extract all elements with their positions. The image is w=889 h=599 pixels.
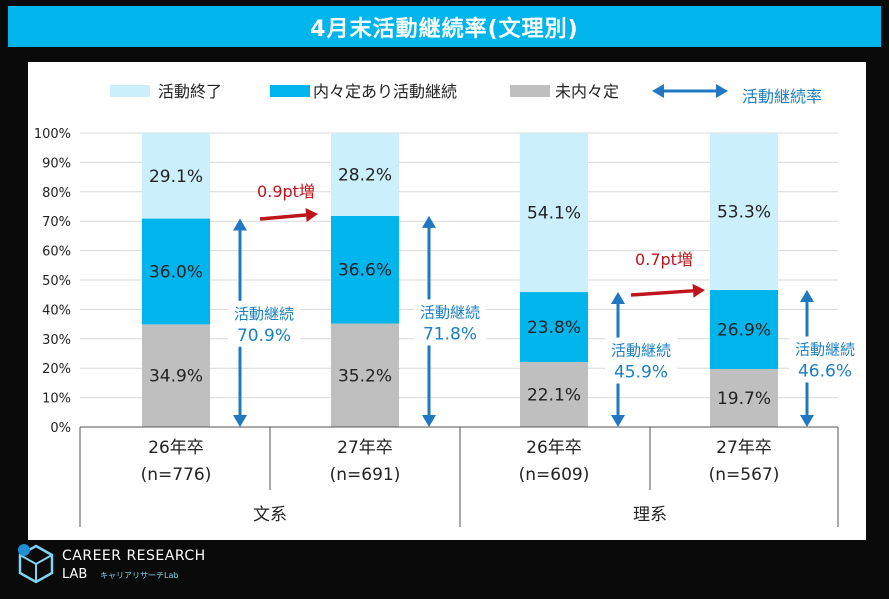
x-category-label: 27年卒 bbox=[337, 438, 393, 458]
continuation-value: 46.6% bbox=[798, 361, 852, 381]
career-research-lab-logo: CAREER RESEARCH LAB キャリアリサーチLab bbox=[14, 540, 214, 590]
continuation-label: 活動継続 bbox=[795, 340, 855, 358]
change-arrow-line bbox=[259, 213, 307, 221]
data-label: 26.9% bbox=[717, 321, 771, 341]
continuation-arrow-head-down bbox=[800, 415, 814, 427]
data-label: 28.2% bbox=[338, 165, 392, 185]
chart-panel: 0% 10% 20% 30% 40% 50% 60% 70% 80% 90% 100% 34.9% 36… bbox=[28, 62, 866, 540]
x-category-sample-size: (n=567) bbox=[709, 465, 780, 485]
logo-text-career-research: CAREER RESEARCH bbox=[62, 548, 206, 564]
continuation-arrow-head-down bbox=[233, 415, 247, 427]
x-group-label: 理系 bbox=[633, 505, 667, 525]
legend-swatch bbox=[270, 85, 310, 97]
legend-label: 活動継続率 bbox=[742, 87, 822, 106]
bar-segment bbox=[520, 133, 588, 293]
data-label: 54.1% bbox=[527, 204, 581, 224]
continuation-arrow-head-up bbox=[422, 215, 436, 228]
legend-label: 内々定あり活動継続 bbox=[313, 82, 457, 101]
bar-segment bbox=[331, 215, 399, 324]
y-tick-label: 30% bbox=[42, 333, 71, 348]
logo-cube-icon bbox=[18, 544, 54, 584]
data-label: 36.6% bbox=[338, 261, 392, 281]
data-label: 35.2% bbox=[338, 366, 392, 386]
legend-swatch bbox=[110, 85, 150, 97]
continuation-label: 活動継続 bbox=[420, 303, 480, 321]
bar-segment bbox=[142, 324, 210, 427]
x-category-label: 26年卒 bbox=[526, 438, 582, 458]
continuation-arrow-head-up bbox=[233, 218, 247, 231]
y-tick-label: 10% bbox=[42, 392, 71, 407]
chart-title: 4月末活動継続率(文理別) bbox=[8, 6, 881, 47]
legend-label: 未内々定 bbox=[555, 82, 619, 101]
legend-double-arrow-head bbox=[652, 84, 664, 98]
change-arrow-line bbox=[630, 289, 694, 297]
continuation-arrow-head-down bbox=[422, 415, 436, 427]
legend-double-arrow-head bbox=[716, 84, 728, 98]
y-tick-label: 70% bbox=[42, 215, 71, 230]
data-label: 29.1% bbox=[149, 167, 203, 187]
bar-segment bbox=[142, 133, 210, 219]
continuation-value: 71.8% bbox=[423, 324, 477, 344]
x-category-sample-size: (n=609) bbox=[519, 465, 590, 485]
bar-segment bbox=[331, 133, 399, 216]
stacked-bar-chart: 0% 10% 20% 30% 40% 50% 60% 70% 80% 90% 100% 34.9% 36… bbox=[34, 82, 861, 527]
continuation-label: 活動継続 bbox=[234, 305, 294, 323]
x-category-label: 26年卒 bbox=[148, 438, 204, 458]
x-category-label: 27年卒 bbox=[716, 438, 772, 458]
continuation-label-bg bbox=[228, 300, 300, 347]
data-label: 34.9% bbox=[149, 367, 203, 387]
change-label: 0.9pt増 bbox=[257, 182, 315, 201]
legend-label: 活動終了 bbox=[158, 82, 222, 101]
change-label: 0.7pt増 bbox=[635, 250, 693, 269]
change-arrow-head bbox=[692, 283, 705, 298]
bar-segment bbox=[710, 133, 778, 290]
logo-text-lab: LAB bbox=[62, 567, 88, 582]
continuation-arrow-head-up bbox=[800, 289, 814, 302]
continuation-value: 70.9% bbox=[237, 326, 291, 346]
bar-segment bbox=[520, 362, 588, 427]
continuation-label-bg bbox=[789, 336, 861, 383]
y-tick-label: 60% bbox=[42, 245, 71, 260]
x-group-label: 文系 bbox=[253, 505, 287, 525]
y-tick-label: 90% bbox=[42, 156, 71, 171]
change-arrow-head bbox=[305, 208, 318, 223]
logo-text-kana: キャリアリサーチLab bbox=[100, 571, 179, 580]
continuation-arrow-head-up bbox=[611, 292, 625, 305]
bar-segment bbox=[710, 369, 778, 427]
bar-segment bbox=[331, 323, 399, 427]
continuation-value: 45.9% bbox=[614, 363, 668, 383]
y-tick-label: 40% bbox=[42, 303, 71, 318]
data-label: 53.3% bbox=[717, 203, 771, 223]
bar-segment bbox=[520, 292, 588, 363]
y-tick-label: 50% bbox=[42, 274, 71, 289]
data-label: 22.1% bbox=[527, 386, 581, 406]
y-tick-label: 20% bbox=[42, 362, 71, 377]
bar-segment bbox=[142, 218, 210, 325]
legend-swatch bbox=[510, 85, 550, 97]
x-category-sample-size: (n=691) bbox=[330, 465, 401, 485]
data-label: 19.7% bbox=[717, 389, 771, 409]
data-label: 23.8% bbox=[527, 318, 581, 338]
x-category-sample-size: (n=776) bbox=[141, 465, 212, 485]
continuation-label-bg bbox=[414, 299, 486, 346]
continuation-label-bg bbox=[605, 337, 677, 384]
continuation-arrow-head-down bbox=[611, 415, 625, 427]
y-tick-label: 0% bbox=[50, 421, 71, 436]
bar-segment bbox=[710, 289, 778, 370]
continuation-label: 活動継続 bbox=[611, 342, 671, 360]
y-tick-label: 100% bbox=[34, 127, 71, 142]
data-label: 36.0% bbox=[149, 262, 203, 282]
y-tick-label: 80% bbox=[42, 186, 71, 201]
